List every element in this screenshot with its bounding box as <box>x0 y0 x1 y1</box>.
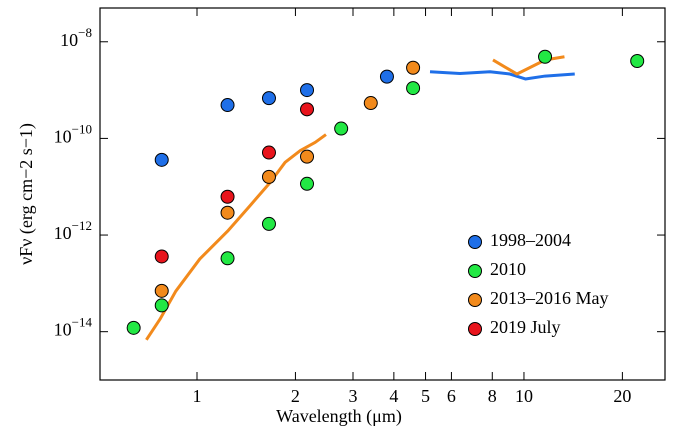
data-point <box>630 54 645 69</box>
x-tick-label: 6 <box>447 386 456 406</box>
data-point <box>154 152 169 167</box>
legend-marker <box>468 293 482 307</box>
plot-frame <box>99 7 666 381</box>
x-tick-label: 4 <box>389 386 398 406</box>
legend-label: 2013–2016 May <box>490 288 609 308</box>
y-tick-label: 10−8 <box>60 25 92 50</box>
x-tick-label: 10 <box>515 386 533 406</box>
data-point <box>406 81 421 96</box>
data-point <box>220 189 235 204</box>
x-tick-label: 1 <box>193 386 202 406</box>
data-point <box>154 249 169 264</box>
legend-marker <box>468 235 482 249</box>
data-point <box>300 83 315 98</box>
x-tick-label: 5 <box>421 386 430 406</box>
data-point <box>538 49 553 64</box>
data-point <box>300 102 315 117</box>
data-point <box>261 91 276 106</box>
data-point <box>363 96 378 111</box>
legend-label: 1998–2004 <box>490 230 571 250</box>
data-point <box>261 169 276 184</box>
data-point <box>154 298 169 313</box>
legend-marker <box>468 264 482 278</box>
data-point <box>406 60 421 75</box>
y-tick-label: 10−14 <box>54 315 93 340</box>
data-point <box>300 149 315 164</box>
x-axis-label: Wavelength (μm) <box>276 406 402 427</box>
legend-marker <box>468 322 482 336</box>
x-tick-label: 20 <box>613 386 631 406</box>
spectrum-line <box>492 55 565 76</box>
legend-label: 2019 July <box>490 317 561 337</box>
x-tick-label: 8 <box>488 386 497 406</box>
y-tick-label: 10−12 <box>54 218 92 243</box>
data-point <box>220 205 235 220</box>
spectrum-line <box>429 70 575 81</box>
y-tick-label: 10−10 <box>54 121 92 146</box>
data-point <box>220 98 235 113</box>
x-tick-label: 3 <box>349 386 358 406</box>
data-point <box>334 121 349 136</box>
x-tick-label: 2 <box>291 386 300 406</box>
data-point <box>261 216 276 231</box>
data-point <box>126 320 141 335</box>
data-point <box>379 69 394 84</box>
legend-label: 2010 <box>490 259 526 279</box>
y-axis-label: νFν (erg cm−2 s−1) <box>16 123 37 265</box>
data-point <box>300 176 315 191</box>
data-point <box>220 251 235 266</box>
data-point <box>261 145 276 160</box>
data-point <box>154 283 169 298</box>
spectrum-line <box>145 133 327 341</box>
